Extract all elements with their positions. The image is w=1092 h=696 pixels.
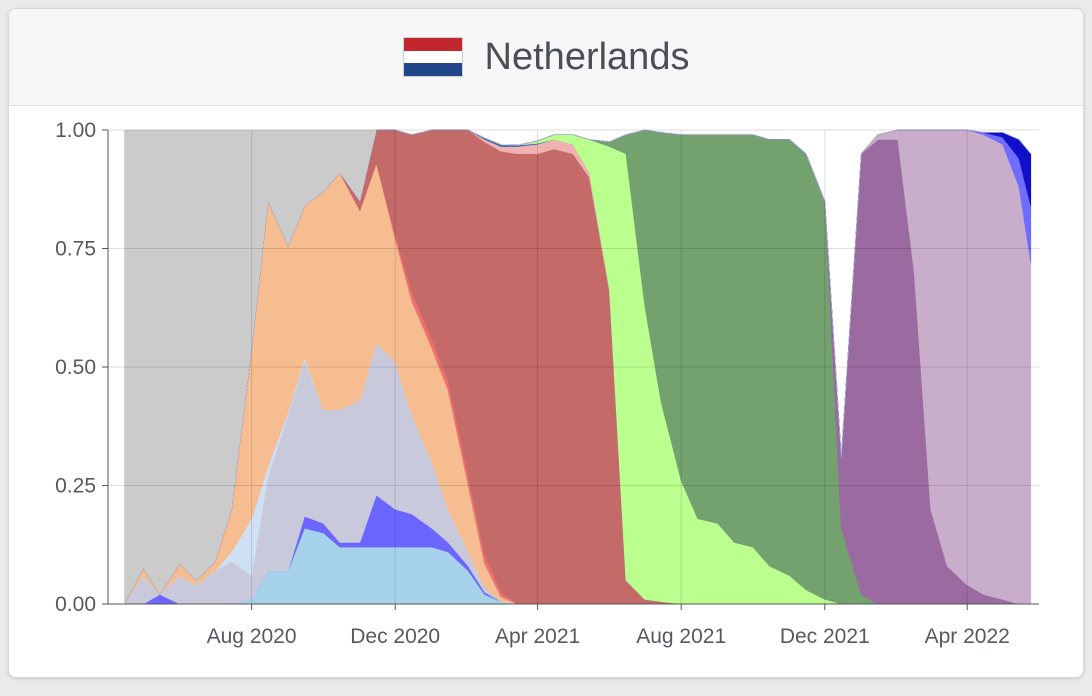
y-tick-label-1: 0.25 xyxy=(55,475,96,498)
x-tick-label-5: Apr 2022 xyxy=(925,625,1010,648)
x-tick-label-1: Dec 2020 xyxy=(350,625,440,648)
y-tick-label-0: 0.00 xyxy=(55,593,96,616)
y-tick-labels: 0.00 0.25 0.50 0.75 1.00 xyxy=(55,119,108,616)
flag-stripe-white xyxy=(403,50,462,64)
y-tick-label-4: 1.00 xyxy=(55,119,96,142)
card-header: Netherlands xyxy=(9,9,1083,106)
y-tick-label-2: 0.50 xyxy=(55,356,96,379)
netherlands-flag-icon xyxy=(402,37,463,77)
flag-stripe-blue xyxy=(403,63,462,77)
chart-title: Netherlands xyxy=(484,35,690,78)
x-tick-labels: Aug 2020 Dec 2020 Apr 2021 Aug 2021 Dec 2021… xyxy=(207,604,1010,648)
x-tick-label-3: Aug 2021 xyxy=(636,625,726,648)
y-tick-label-3: 0.75 xyxy=(55,238,96,261)
x-tick-label-4: Dec 2021 xyxy=(780,625,870,648)
flag-stripe-red xyxy=(403,38,462,51)
chart-card: Netherlands 0.00 0.25 0.50 0.75 1.00 Aug 202… xyxy=(8,8,1084,678)
stacked-area-chart: 0.00 0.25 0.50 0.75 1.00 Aug 2020 Dec 2020 Apr… xyxy=(55,119,1039,648)
area-series-15 xyxy=(124,129,1032,605)
x-tick-label-2: Apr 2021 xyxy=(495,625,580,648)
x-tick-label-0: Aug 2020 xyxy=(207,625,297,648)
